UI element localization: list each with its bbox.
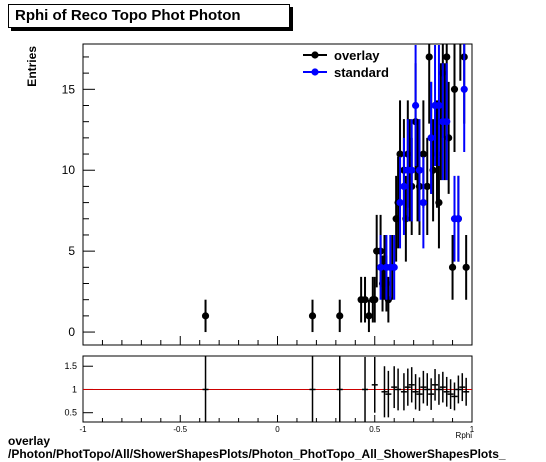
ratio-x-tick-label: -1 [79,425,87,434]
legend-marker-overlay [311,51,319,59]
standard-point [419,198,427,207]
legend-label-standard: standard [334,65,389,80]
standard-point [400,182,408,191]
overlay-point [457,5,464,12]
standard-point [435,101,443,110]
overlay-point [371,296,379,304]
overlay-point [443,53,451,61]
footer-label: overlay [8,434,51,448]
standard-point [415,166,424,174]
standard-point [376,263,385,271]
ratio-x-tick-label: -0.5 [173,425,187,434]
footer-path: /Photon/PhotTopo/All/ShowerShapesPlots/P… [8,447,506,461]
standard-point [408,166,416,174]
overlay-point [462,263,470,271]
standard-point [427,134,435,142]
overlay-point [450,85,459,93]
overlay-point [308,312,317,320]
ratio-x-tick-label: 0.5 [369,425,381,434]
ratio-x-tick-label: 0 [275,425,280,434]
legend-marker-standard [311,68,319,76]
ratio-plot-data [202,356,470,422]
standard-point [411,101,420,110]
y-tick-label: 15 [62,82,76,96]
main-plot-data [201,5,470,333]
y-tick-label: 0 [68,325,75,339]
ratio-y-tick-label: 0.5 [64,408,77,418]
overlay-point [423,182,431,191]
standard-point [443,118,451,126]
overlay-point [365,312,373,320]
main-plot-frame [82,43,473,346]
legend-label-overlay: overlay [334,48,380,63]
standard-point [460,85,468,93]
overlay-point [201,312,210,320]
overlay-point [448,263,457,271]
chart-title: Rphi of Reco Topo Phot Photon [15,7,241,24]
standard-point [396,198,404,207]
y-tick-label: 10 [62,163,76,177]
ratio-y-tick-label: 1.5 [64,361,77,371]
standard-point [390,263,398,271]
chart-title-box: Rphi of Reco Topo Phot Photon [8,4,290,28]
main-plot-panel: 0 5 10 15 Entries overlay standard [25,5,473,346]
overlay-point [425,53,433,61]
y-tick-label: 5 [68,244,75,258]
overlay-point [419,150,427,158]
overlay-point [435,198,443,207]
y-axis-label: Entries [25,46,39,87]
overlay-point [336,312,344,320]
ratio-x-tick-label: 1 [470,425,475,434]
overlay-point [396,150,404,158]
x-axis-label: Rphi [456,431,473,440]
standard-point [454,215,462,223]
overlay-point [361,296,369,304]
ratio-y-tick-label: 1 [72,384,77,394]
